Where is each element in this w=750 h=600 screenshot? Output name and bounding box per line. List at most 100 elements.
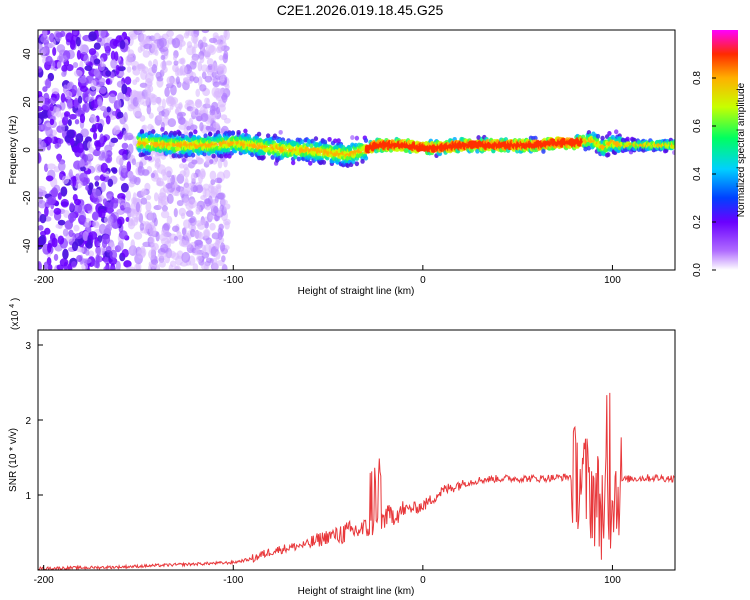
heatmap-cell — [93, 42, 101, 50]
heatmap-cell — [83, 54, 90, 64]
heatmap-cell — [121, 83, 128, 95]
colorbar: 0.0 0.2 0.4 0.6 0.8 Normalized spectral ampl… — [692, 30, 747, 277]
heatmap-cell — [221, 255, 226, 263]
heatmap-cell — [191, 33, 199, 44]
heatmap-cell — [172, 130, 178, 136]
heatmap-cell — [64, 90, 73, 100]
heatmap-cell — [164, 112, 169, 119]
heatmap-cell — [217, 63, 226, 71]
heatmap-cell — [188, 217, 196, 224]
heatmap-cell — [192, 185, 198, 193]
heatmap-cell — [115, 155, 125, 165]
heatmap-cell — [226, 147, 231, 153]
heatmap-cell — [102, 37, 111, 45]
heatmap-cell — [175, 255, 184, 266]
heatmap-cell — [110, 59, 117, 69]
snr-series-line — [38, 392, 675, 570]
y-scale-multiplier: (x10 4 ) — [9, 298, 21, 330]
heatmap-cell — [98, 77, 106, 85]
heatmap-cell — [160, 54, 166, 61]
heatmap-cell — [105, 224, 113, 232]
heatmap-cell — [186, 125, 191, 131]
heatmap-cell — [49, 209, 54, 217]
heatmap-cell — [73, 97, 79, 109]
heatmap-cell — [45, 78, 52, 89]
heatmap-cell — [149, 225, 157, 236]
heatmap-cell — [87, 141, 93, 150]
heatmap-cell — [404, 148, 410, 153]
heatmap-cell — [204, 50, 211, 60]
heatmap-cell — [62, 228, 69, 237]
heatmap-cell — [66, 64, 74, 72]
heatmap-cell — [88, 231, 98, 240]
heatmap-cell — [230, 130, 236, 136]
heatmap-cell — [150, 43, 158, 55]
heatmap-cell — [157, 252, 167, 259]
heatmap-cell — [212, 122, 220, 129]
heatmap-cell — [209, 109, 216, 116]
y-scale-multiplier-base: (x10 — [10, 310, 21, 330]
heatmap-cell — [160, 126, 165, 132]
heatmap-cell — [56, 264, 64, 270]
top-x-axis-label: Height of straight line (km) — [298, 286, 415, 297]
heatmap-cell — [148, 249, 156, 260]
heatmap-cell — [119, 59, 124, 68]
heatmap-cell — [38, 261, 42, 270]
heatmap-cell — [541, 149, 546, 154]
heatmap-cell — [211, 101, 219, 112]
bottom-y-tick-label: 3 — [25, 341, 31, 352]
heatmap-cell — [137, 165, 143, 173]
heatmap-cell — [121, 248, 129, 258]
heatmap-cell — [200, 112, 209, 123]
heatmap-cell — [185, 99, 194, 106]
heatmap-cell — [614, 129, 619, 135]
heatmap-cell — [209, 222, 216, 231]
heatmap-cell — [181, 158, 187, 163]
heatmap-cell — [74, 118, 80, 125]
heatmap-cell — [203, 262, 210, 270]
heatmap-cell — [160, 169, 167, 176]
heatmap-cell — [160, 243, 169, 253]
heatmap-cell — [111, 167, 118, 174]
top-x-tick-label: 0 — [420, 275, 426, 286]
heatmap-cell — [82, 230, 89, 242]
heatmap-cell — [224, 203, 231, 210]
heatmap-cell — [141, 169, 150, 176]
heatmap-cell — [296, 156, 302, 162]
heatmap-cell — [137, 63, 145, 70]
colorbar-ticks: 0.0 0.2 0.4 0.6 0.8 — [692, 71, 716, 277]
heatmap-cell — [476, 135, 481, 140]
heatmap-cell — [42, 86, 48, 92]
heatmap-cell — [99, 133, 104, 144]
heatmap-cell — [256, 131, 262, 137]
heatmap-cell — [164, 107, 172, 114]
heatmap-cell — [201, 244, 207, 255]
heatmap-cell — [167, 250, 176, 259]
heatmap-cell — [217, 43, 225, 52]
colorbar-gradient — [712, 30, 738, 270]
heatmap-cell — [109, 38, 118, 50]
heatmap-cell — [73, 69, 83, 77]
heatmap-cell — [469, 148, 474, 153]
heatmap-cell — [94, 180, 100, 187]
heatmap-cell — [81, 262, 89, 270]
heatmap-cell — [203, 133, 208, 139]
heatmap-cell — [317, 152, 322, 158]
heatmap-cell — [136, 93, 142, 103]
heatmap-cell — [207, 195, 213, 206]
heatmap-cell — [116, 208, 123, 215]
heatmap-cell — [117, 216, 125, 226]
heatmap-cell — [134, 263, 141, 270]
heatmap-cell — [300, 139, 305, 145]
heatmap-cell — [126, 266, 136, 270]
heatmap-cell — [159, 187, 166, 198]
heatmap-cell — [142, 50, 150, 58]
snr-panel: -200 -100 0 100 1 2 3 Height of straight line… — [8, 298, 676, 597]
heatmap-cell — [68, 169, 73, 178]
heatmap-cell — [212, 263, 219, 270]
heatmap-cell — [475, 148, 480, 154]
heatmap-cell — [243, 128, 248, 134]
heatmap-cell — [210, 178, 216, 186]
heatmap-cell — [191, 221, 196, 231]
heatmap-cell — [50, 187, 59, 198]
